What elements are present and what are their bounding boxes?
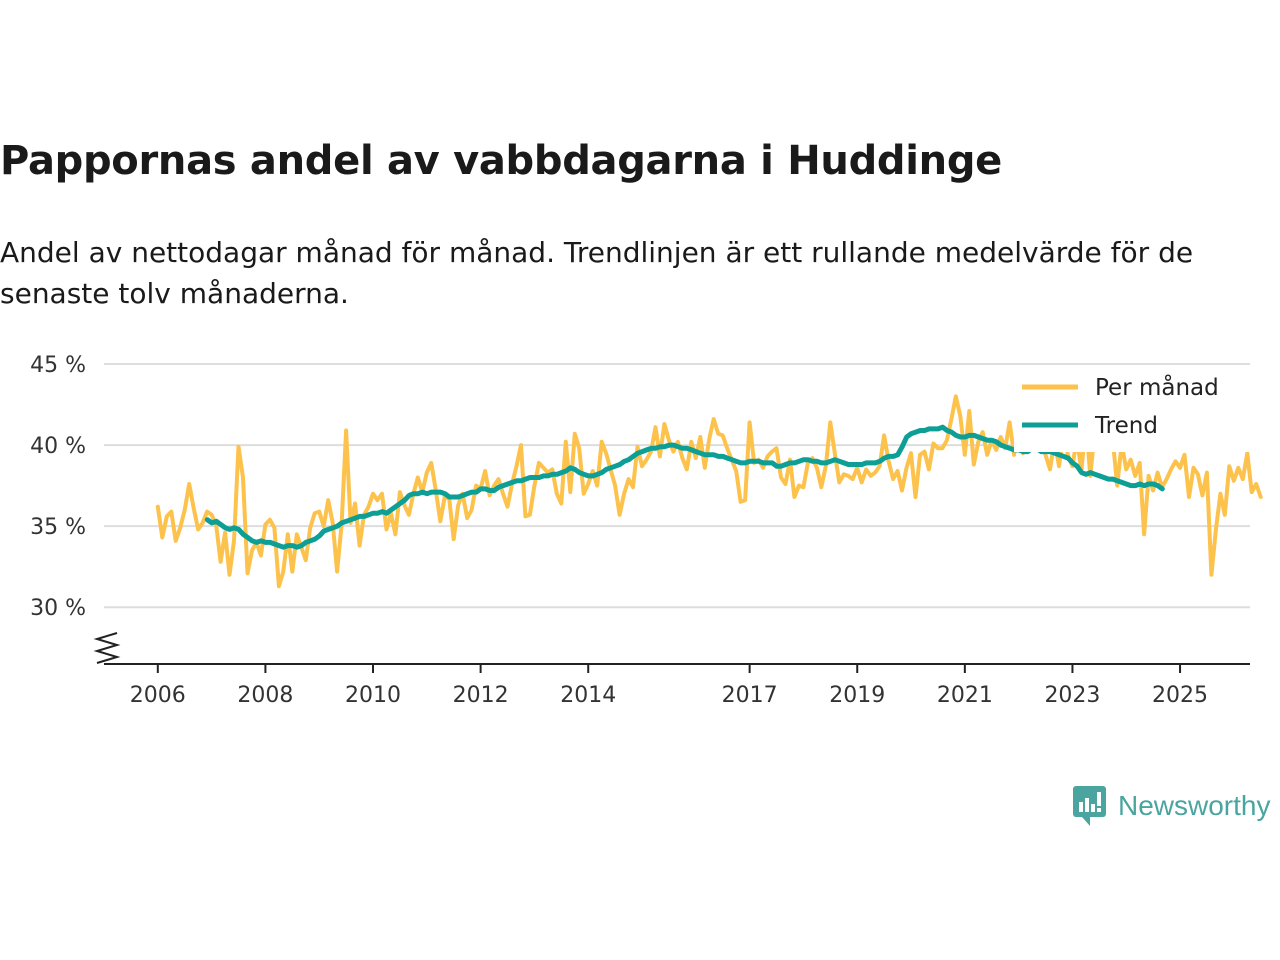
x-tick-label-2019: 2019: [829, 683, 885, 708]
y-tick-label-40: 40 %: [30, 434, 86, 459]
axis-break-icon: [93, 632, 121, 664]
x-tick-label-2025: 2025: [1152, 683, 1208, 708]
chart-subtitle: Andel av nettodagar månad för månad. Tre…: [0, 236, 1194, 310]
legend: Per månad Trend: [1014, 368, 1250, 452]
y-tick-label-45: 45 %: [30, 353, 86, 378]
x-tick-label-2014: 2014: [560, 683, 616, 708]
x-tick-label-2021: 2021: [937, 683, 993, 708]
x-axis: 2006 2008 2010 2012 2014 2017 2019 2021 2023 2025: [93, 632, 1250, 708]
y-axis-tick-labels: 30 % 35 % 40 % 45 %: [30, 353, 86, 621]
legend-label-monthly: Per månad: [1095, 373, 1219, 401]
x-tick-label-2017: 2017: [722, 683, 778, 708]
legend-label-trend: Trend: [1094, 413, 1158, 439]
brand-name: Newsworthy: [1118, 790, 1271, 821]
legend-background: [1014, 368, 1250, 452]
x-tick-label-2023: 2023: [1044, 683, 1100, 708]
y-tick-label-30: 30 %: [30, 596, 86, 621]
x-tick-label-2006: 2006: [130, 683, 186, 708]
x-tick-label-2010: 2010: [345, 683, 401, 708]
newsworthy-logo-icon: [1073, 786, 1106, 826]
chart-title: Pappornas andel av vabbdagarna i Hudding…: [0, 138, 1002, 184]
x-tick-label-2012: 2012: [453, 683, 509, 708]
brand-logo: Newsworthy: [1072, 784, 1270, 828]
x-tick-label-2008: 2008: [237, 683, 293, 708]
y-tick-label-35: 35 %: [30, 515, 86, 540]
series-line-trend: [204, 424, 1165, 550]
